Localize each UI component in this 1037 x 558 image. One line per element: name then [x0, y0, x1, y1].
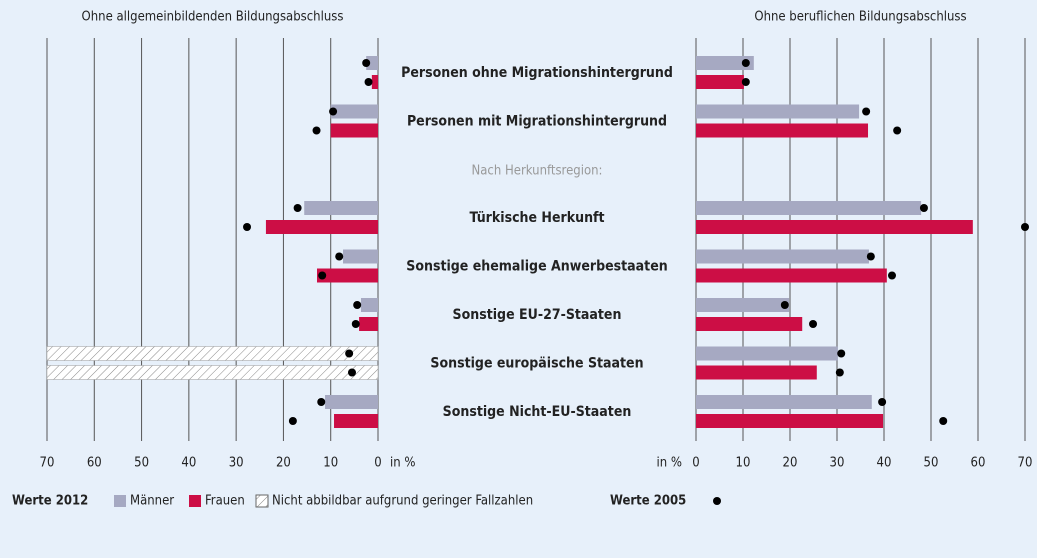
not-available: [46, 346, 379, 361]
legend-label: Nicht abbildbar aufgrund geringer Fallza…: [272, 494, 533, 509]
bar: [696, 268, 887, 283]
bar: [696, 395, 872, 409]
x-tick-label: 0: [692, 456, 699, 471]
category-label: Personen ohne Migrationshintergrund: [401, 65, 673, 81]
dot-2005: [862, 107, 871, 116]
bar: [343, 249, 378, 264]
bar: [696, 365, 817, 380]
bar: [325, 395, 378, 409]
legend-dot: [713, 497, 721, 505]
panel-title: Ohne beruflichen Bildungsabschluss: [754, 10, 966, 25]
x-tick-label: 30: [830, 456, 845, 471]
dot-2005: [288, 417, 297, 425]
bar: [304, 201, 378, 215]
dot-2005: [866, 252, 875, 261]
panel-title: Ohne allgemeinbildenden Bildungsabschlus…: [82, 10, 344, 25]
x-tick-label: 20: [276, 456, 291, 471]
bar: [696, 56, 754, 70]
x-tick-label: 70: [1018, 456, 1033, 471]
dot-2005: [347, 368, 356, 377]
x-tick-label: 10: [323, 456, 338, 471]
dot-2005: [335, 252, 344, 261]
dot-2005: [351, 320, 360, 328]
x-tick-label: 30: [229, 456, 244, 471]
dot-2005: [364, 78, 373, 86]
legend-group: Werte 2005: [610, 494, 686, 509]
dot-2005: [317, 398, 326, 406]
dot-2005: [312, 126, 321, 135]
dot-2005: [243, 223, 252, 231]
dot-2005: [893, 126, 902, 135]
bar: [696, 104, 860, 119]
bar: [696, 75, 744, 89]
bar: [366, 56, 378, 70]
dot-2005: [837, 349, 846, 358]
dot-2005: [780, 301, 789, 309]
bar: [330, 123, 378, 138]
dot-2005: [741, 59, 750, 67]
dot-2005: [741, 78, 750, 86]
dot-2005: [878, 398, 887, 406]
dot-2005: [887, 271, 896, 280]
bar: [265, 220, 378, 234]
dot-2005: [345, 349, 354, 358]
legend-swatch: [114, 495, 126, 507]
x-tick-label: 10: [736, 456, 751, 471]
dot-2005: [329, 107, 338, 116]
bar: [360, 298, 378, 312]
x-tick-label: 40: [877, 456, 892, 471]
dot-2005: [919, 204, 928, 212]
unit-label: in %: [390, 456, 416, 471]
bar: [334, 414, 378, 428]
x-tick-label: 70: [40, 456, 55, 471]
dot-2005: [809, 320, 818, 328]
category-label: Sonstige ehemalige Anwerbestaaten: [406, 259, 667, 275]
bar: [696, 201, 922, 215]
legend-group: Werte 2012: [12, 494, 88, 509]
bar: [330, 104, 378, 119]
dot-2005: [353, 301, 362, 309]
bar: [359, 317, 378, 331]
dot-2005: [293, 204, 302, 212]
legend-swatch: [189, 495, 201, 507]
x-tick-label: 50: [924, 456, 939, 471]
legend-label: Männer: [130, 494, 174, 509]
dot-2005: [362, 59, 371, 67]
category-label: Sonstige Nicht-EU-Staaten: [443, 404, 632, 420]
bar: [371, 75, 378, 89]
x-tick-label: 50: [134, 456, 149, 471]
section-label: Nach Herkunftsregion:: [472, 164, 603, 179]
bar: [696, 249, 869, 264]
bar: [696, 298, 790, 312]
legend-swatch: [255, 494, 269, 508]
category-label: Sonstige EU-27-Staaten: [453, 307, 622, 323]
category-label: Personen mit Migrationshintergrund: [407, 114, 667, 130]
dot-2005: [939, 417, 948, 425]
x-tick-label: 0: [374, 456, 381, 471]
x-tick-label: 60: [87, 456, 102, 471]
dot-2005: [1021, 223, 1029, 231]
dot-2005: [835, 368, 844, 377]
category-label: Sonstige europäische Staaten: [430, 356, 643, 372]
x-tick-label: 60: [971, 456, 986, 471]
not-available: [46, 365, 379, 380]
bar: [696, 346, 838, 361]
legend-label: Frauen: [205, 494, 245, 509]
category-label: Türkische Herkunft: [469, 210, 604, 226]
bar: [696, 317, 803, 331]
x-tick-label: 20: [783, 456, 798, 471]
bar: [696, 220, 973, 234]
bar: [696, 414, 884, 428]
dot-2005: [318, 271, 327, 280]
x-tick-label: 40: [181, 456, 196, 471]
bar: [696, 123, 869, 138]
unit-label: in %: [657, 456, 683, 471]
bar: [317, 268, 378, 283]
